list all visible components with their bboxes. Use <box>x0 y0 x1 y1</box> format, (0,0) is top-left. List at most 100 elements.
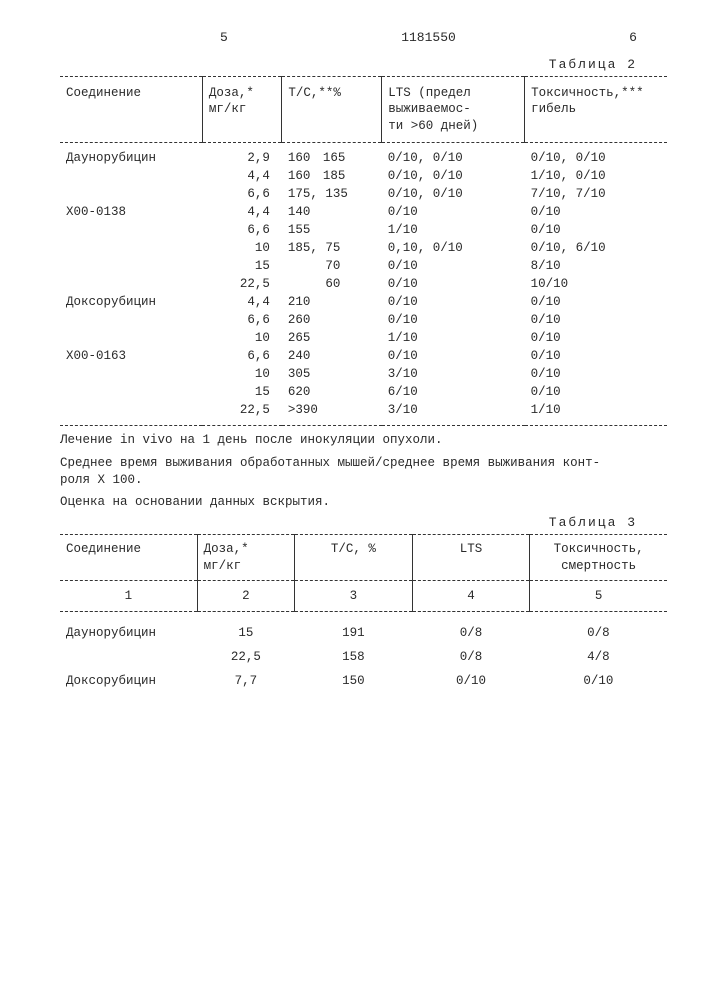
tc-cell: 160 185 <box>282 167 382 185</box>
lts-cell: 0/10, 0/10 <box>382 185 525 203</box>
table3-num-2: 2 <box>197 580 294 611</box>
tc-cell: 175, 135 <box>282 185 382 203</box>
compound-cell <box>60 221 202 239</box>
table2-row: 156206/100/10 <box>60 383 667 401</box>
compound-cell: X00-0163 <box>60 347 202 365</box>
compound-cell <box>60 383 202 401</box>
dose-cell: 7,7 <box>197 669 294 693</box>
table2-col-dose: Доза,* мг/кг <box>202 77 282 143</box>
tc-cell: 620 <box>282 383 382 401</box>
table3-number-row: 1 2 3 4 5 <box>60 580 667 611</box>
tox-cell: 0/10 <box>530 669 667 693</box>
compound-cell: Даунорубицин <box>60 611 197 645</box>
table2-body: Даунорубицин2,9160 1650/10, 0/100/10, 0/… <box>60 142 667 425</box>
compound-cell: Даунорубицин <box>60 142 202 167</box>
tc-cell: 265 <box>282 329 382 347</box>
compound-cell: Доксорубицин <box>60 293 202 311</box>
table2-header-row: Соединение Доза,* мг/кг T/C,**% LTS (пре… <box>60 77 667 143</box>
compound-cell: X00-0138 <box>60 203 202 221</box>
dose-cell: 4,4 <box>202 293 282 311</box>
tox-cell: 0/10 <box>525 311 667 329</box>
table2-row: 6,61551/100/10 <box>60 221 667 239</box>
table3-col-dose: Доза,* мг/кг <box>197 535 294 581</box>
lts-cell: 0/8 <box>412 611 530 645</box>
lts-cell: 0/10, 0/10 <box>382 142 525 167</box>
table2-row: 10185, 750,10, 0/100/10, 6/10 <box>60 239 667 257</box>
table3-row: Доксорубицин7,71500/100/10 <box>60 669 667 693</box>
lts-cell: 0/10 <box>382 275 525 293</box>
page-num-right: 6 <box>629 30 637 45</box>
table2-row: X00-01384,41400/100/10 <box>60 203 667 221</box>
lts-cell: 0/10 <box>382 293 525 311</box>
table2-caption: Таблица 2 <box>60 57 667 72</box>
lts-cell: 0/10 <box>382 311 525 329</box>
tc-cell: 140 <box>282 203 382 221</box>
compound-cell <box>60 275 202 293</box>
table3-header-row: Соединение Доза,* мг/кг T/C, % LTS Токси… <box>60 535 667 581</box>
table3-col-lts: LTS <box>412 535 530 581</box>
tox-cell: 0/10 <box>525 329 667 347</box>
dose-cell: 6,6 <box>202 221 282 239</box>
dose-cell: 10 <box>202 239 282 257</box>
dose-cell: 6,6 <box>202 185 282 203</box>
table3-caption: Таблица 3 <box>60 515 667 530</box>
table3-row: 22,51580/84/8 <box>60 645 667 669</box>
tc-cell: 260 <box>282 311 382 329</box>
table3-col-tox: Токсичность, смертность <box>530 535 667 581</box>
table2-col-tc: T/C,**% <box>282 77 382 143</box>
dose-cell: 4,4 <box>202 203 282 221</box>
tox-cell: 0/10 <box>525 347 667 365</box>
tc-cell: 155 <box>282 221 382 239</box>
tc-cell: 240 <box>282 347 382 365</box>
dose-cell: 10 <box>202 329 282 347</box>
table3-num-1: 1 <box>60 580 197 611</box>
lts-cell: 0/10 <box>382 347 525 365</box>
compound-cell <box>60 167 202 185</box>
table2-row: 102651/100/10 <box>60 329 667 347</box>
lts-cell: 3/10 <box>382 365 525 383</box>
lts-cell: 0/10 <box>382 203 525 221</box>
tox-cell: 1/10 <box>525 401 667 426</box>
tox-cell: 0/10, 0/10 <box>525 142 667 167</box>
table2-row: X00-01636,62400/100/10 <box>60 347 667 365</box>
lts-cell: 1/10 <box>382 329 525 347</box>
table2-row: 15 700/108/10 <box>60 257 667 275</box>
lts-cell: 0/10 <box>382 257 525 275</box>
dose-cell: 22,5 <box>197 645 294 669</box>
tc-cell: >390 <box>282 401 382 426</box>
tc-cell: 191 <box>295 611 413 645</box>
dose-cell: 15 <box>197 611 294 645</box>
dose-cell: 22,5 <box>202 401 282 426</box>
table3-body: Даунорубицин151910/80/822,51580/84/8Докс… <box>60 611 667 693</box>
table3: Соединение Доза,* мг/кг T/C, % LTS Токси… <box>60 534 667 693</box>
table2-row: Даунорубицин2,9160 1650/10, 0/100/10, 0/… <box>60 142 667 167</box>
dose-cell: 15 <box>202 257 282 275</box>
compound-cell <box>60 401 202 426</box>
table3-row: Даунорубицин151910/80/8 <box>60 611 667 645</box>
dose-cell: 10 <box>202 365 282 383</box>
compound-cell <box>60 329 202 347</box>
footnote: Лечение in vivo на 1 день после инокуляц… <box>60 432 667 449</box>
tox-cell: 0/10 <box>525 383 667 401</box>
lts-cell: 0/10 <box>412 669 530 693</box>
table3-num-4: 4 <box>412 580 530 611</box>
table2-row: 22,5 600/1010/10 <box>60 275 667 293</box>
lts-cell: 1/10 <box>382 221 525 239</box>
table3-col-tc: T/C, % <box>295 535 413 581</box>
dose-cell: 15 <box>202 383 282 401</box>
tc-cell: 158 <box>295 645 413 669</box>
dose-cell: 6,6 <box>202 311 282 329</box>
dose-cell: 22,5 <box>202 275 282 293</box>
footnote: Среднее время выживания обработанных мыш… <box>60 455 667 489</box>
compound-cell <box>60 185 202 203</box>
table2-row: 22,5>3903/101/10 <box>60 401 667 426</box>
tox-cell: 4/8 <box>530 645 667 669</box>
compound-cell <box>60 645 197 669</box>
dose-cell: 4,4 <box>202 167 282 185</box>
table2-row: 6,62600/100/10 <box>60 311 667 329</box>
tc-cell: 210 <box>282 293 382 311</box>
tox-cell: 0/8 <box>530 611 667 645</box>
table2-col-lts: LTS (предел выживаемос- ти >60 дней) <box>382 77 525 143</box>
dose-cell: 2,9 <box>202 142 282 167</box>
compound-cell: Доксорубицин <box>60 669 197 693</box>
